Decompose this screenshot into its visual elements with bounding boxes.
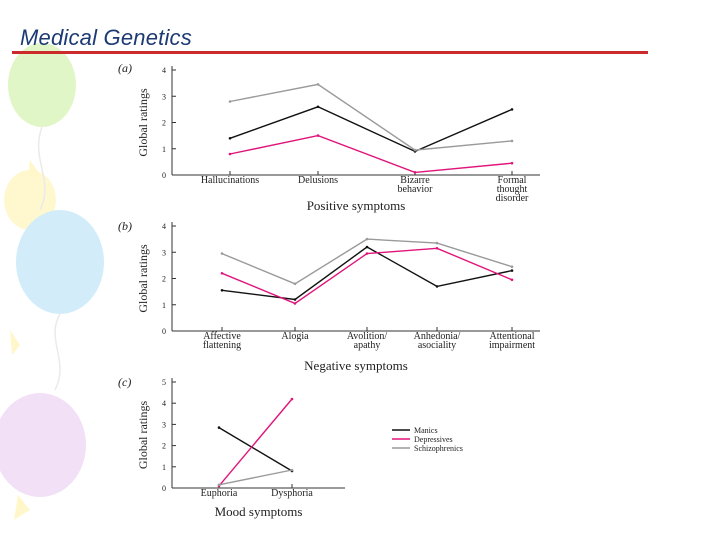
- x-tick-label: Alogia: [281, 331, 309, 342]
- balloon-lilac-decoration: [0, 393, 86, 497]
- x-axis-title: Negative symptoms: [304, 358, 408, 373]
- data-point: [365, 252, 369, 255]
- data-point: [413, 148, 417, 152]
- x-tick-label: Hallucinations: [201, 175, 259, 186]
- data-point: [217, 483, 221, 487]
- legend-label: Schizophrenics: [414, 444, 463, 453]
- data-point: [220, 272, 224, 275]
- y-tick-label: 1: [162, 145, 166, 154]
- series-line-manics: [229, 106, 513, 153]
- legend-label: Manics: [414, 426, 438, 435]
- x-tick-label: impairment: [489, 340, 535, 351]
- data-point: [435, 241, 439, 245]
- data-point: [316, 105, 320, 109]
- x-tick-label: Euphoria: [201, 488, 238, 499]
- data-point: [510, 269, 514, 272]
- y-tick-label: 3: [162, 420, 166, 429]
- y-axis-label: Global ratings: [136, 88, 150, 157]
- x-tick-label: asociality: [418, 340, 456, 351]
- x-tick-label: Affective: [203, 331, 241, 342]
- series-line-manics: [218, 426, 293, 472]
- x-tick-label: Delusions: [298, 175, 338, 186]
- confetti-decoration: [10, 330, 20, 355]
- panel-label: (b): [118, 219, 132, 233]
- data-point: [293, 298, 297, 301]
- x-axis-title: Mood symptoms: [215, 504, 303, 519]
- y-tick-label: 1: [162, 301, 166, 310]
- data-point: [510, 161, 514, 165]
- y-tick-label: 4: [162, 399, 166, 408]
- data-point: [228, 137, 232, 140]
- y-tick-label: 3: [162, 248, 166, 257]
- data-point: [293, 282, 297, 286]
- data-point: [316, 134, 320, 137]
- x-tick-label: Dysphoria: [271, 488, 313, 499]
- x-tick-label: behavior: [398, 184, 434, 195]
- data-point: [435, 285, 439, 288]
- data-point: [217, 426, 221, 429]
- data-point: [228, 152, 232, 156]
- series-line-depressives: [229, 134, 513, 174]
- y-tick-label: 3: [162, 92, 166, 101]
- data-point: [228, 100, 232, 103]
- y-tick-label: 0: [162, 327, 166, 336]
- data-point: [510, 278, 514, 282]
- panel-label: (c): [118, 375, 131, 389]
- confetti-decoration: [28, 160, 40, 180]
- series-line-schizophrenics: [229, 83, 513, 151]
- x-tick-label: Bizarre: [400, 175, 430, 186]
- data-point: [413, 171, 417, 174]
- x-tick-label: disorder: [496, 193, 529, 204]
- x-tick-label: Anhedonia/: [414, 331, 461, 342]
- data-point: [316, 83, 320, 86]
- y-axis-label: Global ratings: [136, 401, 150, 470]
- data-point: [435, 247, 439, 250]
- y-tick-label: 4: [162, 222, 166, 231]
- y-tick-label: 0: [162, 484, 166, 493]
- x-tick-label: Avolition/: [347, 331, 388, 342]
- balloon-green-decoration: [8, 43, 76, 127]
- x-tick-label: thought: [497, 184, 528, 195]
- data-point: [365, 237, 369, 241]
- balloon-string-decoration: [37, 126, 61, 391]
- title-rule: [12, 51, 648, 54]
- data-point: [510, 265, 514, 269]
- x-tick-label: flattening: [203, 340, 241, 351]
- y-tick-label: 1: [162, 463, 166, 472]
- y-tick-label: 0: [162, 171, 166, 180]
- y-tick-label: 4: [162, 66, 166, 75]
- y-tick-label: 2: [162, 119, 166, 128]
- data-point: [220, 252, 224, 255]
- x-tick-label: Formal: [498, 175, 527, 186]
- data-point: [365, 245, 369, 249]
- data-point: [293, 302, 297, 305]
- series-line-depressives: [218, 398, 293, 487]
- x-tick-label: Attentional: [490, 331, 535, 342]
- series-line-schizophrenics: [218, 469, 293, 486]
- y-tick-label: 2: [162, 442, 166, 451]
- y-axis-label: Global ratings: [136, 244, 150, 313]
- x-tick-label: apathy: [354, 340, 381, 351]
- legend-label: Depressives: [414, 435, 453, 444]
- slide-title: Medical Genetics: [20, 25, 192, 50]
- data-point: [510, 108, 514, 111]
- panel-label: (a): [118, 61, 132, 75]
- data-point: [220, 289, 224, 292]
- data-point: [290, 468, 294, 472]
- balloon-blue-decoration: [16, 210, 104, 314]
- y-tick-label: 2: [162, 275, 166, 284]
- data-point: [510, 139, 514, 143]
- y-tick-label: 5: [162, 378, 166, 387]
- data-point: [290, 397, 294, 401]
- confetti-decoration: [14, 495, 30, 520]
- x-axis-title: Positive symptoms: [307, 198, 406, 213]
